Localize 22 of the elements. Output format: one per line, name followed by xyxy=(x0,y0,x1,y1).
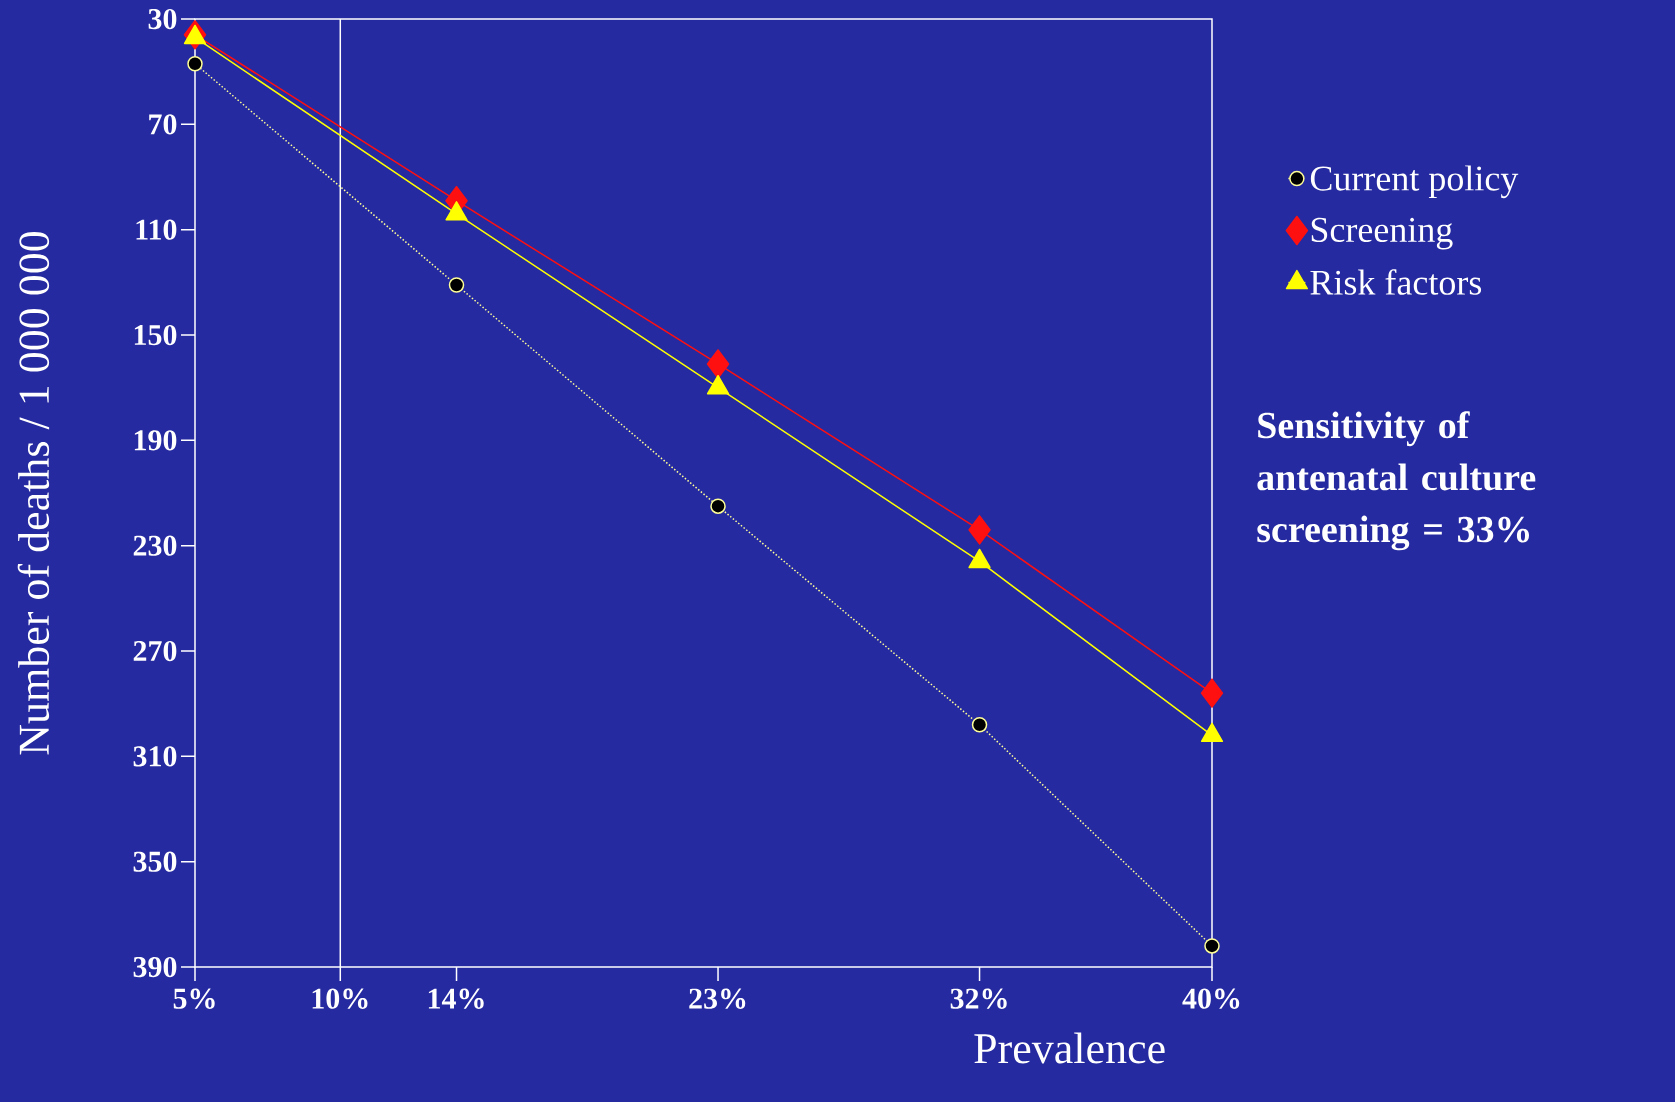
x-tick-label: 32% xyxy=(950,988,1007,1009)
y-tick-label: 190 xyxy=(134,430,177,451)
y-tick-label: 270 xyxy=(133,640,177,662)
x-tick-label: 10% xyxy=(312,988,368,1009)
x-axis-title: Prevalence xyxy=(974,1032,1165,1064)
y-axis-title: Number of deaths / 1 000 000 xyxy=(17,231,50,755)
y-tick-label: 350 xyxy=(133,851,177,872)
y-tick-label: 230 xyxy=(133,535,177,556)
legend-label: Screening xyxy=(1311,217,1453,250)
y-tick-label: 310 xyxy=(133,746,177,767)
y-tick-label: 70 xyxy=(149,114,177,135)
y-tick-label: 150 xyxy=(134,324,177,346)
x-tick-label: 40% xyxy=(1182,988,1240,1009)
x-tick-label: 5% xyxy=(173,988,215,1009)
y-tick-label: 30 xyxy=(148,8,177,30)
text: Sensitivity of antenatal culture screening = 33% xyxy=(1257,411,1536,551)
x-tick-label: 23% xyxy=(689,988,746,1009)
legend-label: Current policy xyxy=(1310,165,1519,199)
legend-label: Risk factors xyxy=(1310,269,1482,295)
y-tick-label: 390 xyxy=(133,956,177,978)
y-tick-label: 110 xyxy=(136,219,177,240)
x-tick-label: 14% xyxy=(428,988,484,1009)
